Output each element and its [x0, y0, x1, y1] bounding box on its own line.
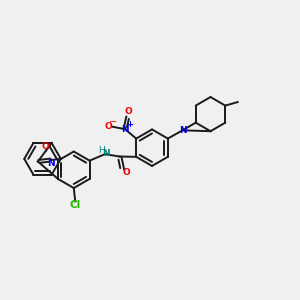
Text: N: N	[47, 159, 55, 168]
Text: N: N	[179, 126, 187, 135]
Text: H: H	[99, 146, 105, 155]
Text: N: N	[103, 149, 110, 158]
Text: −: −	[109, 117, 117, 127]
Text: O: O	[42, 142, 50, 152]
Text: O: O	[105, 122, 113, 131]
Text: O: O	[122, 168, 130, 177]
Text: +: +	[126, 120, 133, 129]
Text: N: N	[121, 124, 129, 134]
Text: Cl: Cl	[70, 200, 81, 210]
Text: O: O	[124, 107, 132, 116]
